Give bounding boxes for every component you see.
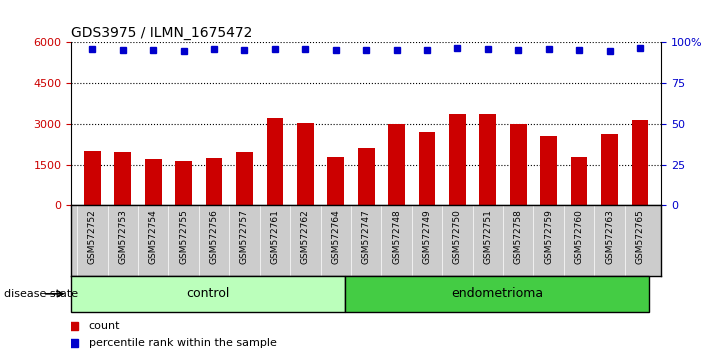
Text: GSM572758: GSM572758 <box>514 209 523 264</box>
Bar <box>84 151 101 205</box>
Bar <box>540 136 557 205</box>
Text: control: control <box>186 287 230 300</box>
Text: GSM572761: GSM572761 <box>270 209 279 264</box>
Bar <box>571 157 587 205</box>
Bar <box>602 134 618 205</box>
Text: GSM572748: GSM572748 <box>392 209 401 264</box>
Bar <box>145 159 161 205</box>
Text: GSM572759: GSM572759 <box>544 209 553 264</box>
Bar <box>205 158 223 205</box>
Text: GDS3975 / ILMN_1675472: GDS3975 / ILMN_1675472 <box>71 26 252 40</box>
Bar <box>631 120 648 205</box>
Text: count: count <box>89 321 120 331</box>
Text: GSM572760: GSM572760 <box>574 209 584 264</box>
Text: endometrioma: endometrioma <box>451 287 543 300</box>
Text: GSM572762: GSM572762 <box>301 209 310 264</box>
Bar <box>71 276 345 312</box>
Text: GSM572756: GSM572756 <box>210 209 218 264</box>
Text: GSM572752: GSM572752 <box>88 209 97 264</box>
Text: GSM572763: GSM572763 <box>605 209 614 264</box>
Bar <box>345 276 649 312</box>
Text: GSM572764: GSM572764 <box>331 209 341 264</box>
Bar <box>510 125 527 205</box>
Bar <box>267 119 283 205</box>
Text: GSM572749: GSM572749 <box>422 209 432 264</box>
Bar <box>114 152 131 205</box>
Bar <box>297 122 314 205</box>
Bar <box>358 148 375 205</box>
Text: GSM572750: GSM572750 <box>453 209 462 264</box>
Bar <box>327 157 344 205</box>
Text: GSM572755: GSM572755 <box>179 209 188 264</box>
Bar <box>479 114 496 205</box>
Bar <box>176 161 192 205</box>
Text: GSM572751: GSM572751 <box>483 209 492 264</box>
Bar <box>449 114 466 205</box>
Text: GSM572765: GSM572765 <box>636 209 644 264</box>
Text: disease state: disease state <box>4 289 77 299</box>
Text: GSM572753: GSM572753 <box>118 209 127 264</box>
Bar <box>236 152 253 205</box>
Text: percentile rank within the sample: percentile rank within the sample <box>89 338 277 348</box>
Bar <box>388 125 405 205</box>
Bar <box>419 132 435 205</box>
Text: GSM572754: GSM572754 <box>149 209 158 264</box>
Text: GSM572747: GSM572747 <box>362 209 370 264</box>
Text: GSM572757: GSM572757 <box>240 209 249 264</box>
